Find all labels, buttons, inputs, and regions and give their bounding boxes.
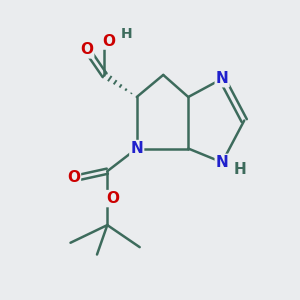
Text: O: O [106, 191, 119, 206]
Text: O: O [67, 170, 80, 185]
Text: O: O [80, 42, 93, 57]
Text: H: H [121, 27, 132, 41]
Text: H: H [233, 162, 246, 177]
Text: O: O [102, 34, 115, 49]
Text: N: N [130, 141, 143, 156]
Text: N: N [216, 155, 229, 170]
Text: N: N [216, 71, 229, 86]
